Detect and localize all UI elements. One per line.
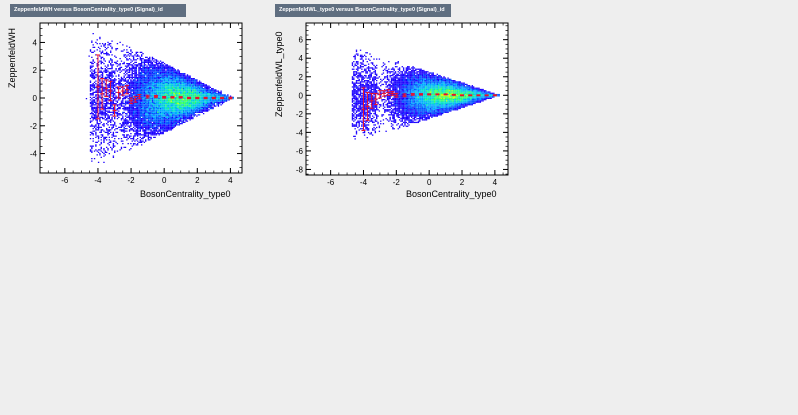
profile-point: [382, 90, 387, 97]
profile-point: [418, 93, 423, 96]
profile-point: [162, 95, 167, 99]
profile-point: [95, 54, 100, 120]
x-tick-label: 0: [427, 178, 432, 187]
profile-point: [427, 93, 432, 96]
profile-point: [112, 104, 117, 117]
x-tick-label: 0: [162, 176, 167, 185]
y-tick-label: -2: [30, 122, 38, 131]
x-axis-label: BosonCentrality_type0: [140, 189, 231, 199]
chart-title: ZeppenfeldWH versus BosonCentrality_type…: [10, 4, 186, 17]
x-tick-label: -6: [327, 178, 335, 187]
profile-point: [108, 80, 113, 102]
profile-point: [137, 94, 142, 100]
profile-point: [390, 91, 395, 96]
profile-point: [492, 94, 497, 97]
profile-point: [373, 92, 378, 106]
x-tick-label: -6: [61, 176, 69, 185]
x-tick-label: -4: [94, 176, 102, 185]
profile-point: [120, 86, 125, 96]
y-tick-label: 2: [33, 66, 38, 75]
profile-point: [386, 89, 391, 96]
profile-point: [211, 96, 216, 100]
profile-point: [133, 96, 138, 103]
y-tick-label: -4: [296, 128, 304, 137]
profile-point: [402, 93, 407, 98]
y-tick-label: -8: [296, 165, 304, 174]
x-axis-label: BosonCentrality_type0: [406, 189, 497, 199]
profile-point: [394, 92, 399, 98]
y-axis-label: ZeppenfeldWH: [7, 27, 17, 88]
profile-point: [410, 92, 415, 96]
y-tick-label: 4: [33, 38, 38, 47]
profile-point: [435, 93, 440, 96]
profile-point: [476, 94, 481, 97]
profile-point: [116, 86, 121, 99]
chart-plot-left: -6 -4 -2 0 2 4 -4 -2 0 2 4: [30, 22, 243, 185]
x-tick-label: 4: [493, 178, 498, 187]
profile-point: [361, 87, 366, 132]
x-tick-label: 2: [460, 178, 465, 187]
profile-point: [460, 94, 465, 97]
x-tick-label: 4: [228, 176, 233, 185]
y-tick-label: 2: [299, 73, 304, 82]
profile-point: [369, 92, 374, 109]
profile-point: [228, 96, 233, 100]
y-tick-label: 0: [299, 91, 304, 100]
profile-point: [104, 79, 109, 98]
profile-point: [129, 97, 134, 105]
profile-point: [153, 95, 158, 99]
y-tick-label: 0: [33, 94, 38, 103]
profile-point: [365, 92, 370, 121]
profile-point: [195, 96, 200, 100]
y-tick-label: -2: [296, 110, 304, 119]
x-tick-label: 2: [195, 176, 200, 185]
y-tick-label: 6: [299, 36, 304, 45]
profile-point: [451, 93, 456, 96]
profile-point: [377, 90, 382, 99]
profile-point: [203, 96, 208, 100]
chart-plot-right: -6 -4 -2 0 2 4 -8 -6 -4 -2 0 2 4 6: [296, 22, 509, 187]
density-map: [351, 49, 500, 140]
profile-point: [100, 78, 105, 110]
x-tick-label: -2: [393, 178, 401, 187]
profile-point: [124, 85, 129, 95]
profile-point: [170, 96, 175, 99]
y-axis-label: ZeppenfeldWL_type0: [274, 31, 284, 117]
profile-point: [484, 94, 489, 97]
profile-point: [145, 94, 150, 99]
x-tick-label: -2: [128, 176, 136, 185]
profile-series: [361, 87, 497, 132]
plot-frame: [305, 22, 509, 176]
profile-point: [443, 93, 448, 96]
y-tick-label: -6: [296, 147, 304, 156]
profile-point: [187, 96, 192, 100]
profile-point: [468, 94, 473, 97]
chart-pad-left: ZeppenfeldWH versus BosonCentrality_type…: [0, 0, 266, 210]
profile-point: [220, 96, 225, 100]
x-tick-label: -4: [360, 178, 368, 187]
y-tick-label: -4: [30, 150, 38, 159]
profile-point: [178, 96, 183, 99]
profile-series: [95, 54, 233, 120]
chart-title: ZeppenfeldWL_type0 versus BosonCentralit…: [275, 4, 451, 17]
chart-pad-right: ZeppenfeldWL_type0 versus BosonCentralit…: [266, 0, 532, 210]
y-tick-label: 4: [299, 54, 304, 63]
